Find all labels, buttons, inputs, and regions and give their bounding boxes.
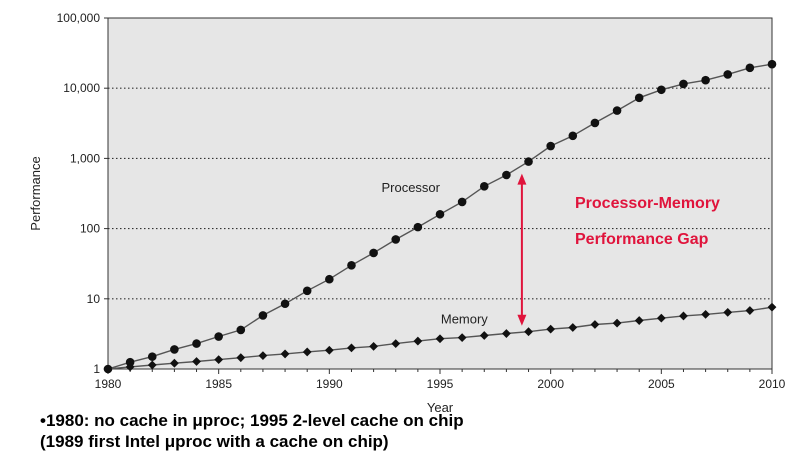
memory-point <box>324 345 334 355</box>
x-tick-label: 1980 <box>95 377 122 391</box>
memory-point <box>214 355 224 365</box>
series-label-memory: Memory <box>441 312 488 327</box>
x-tick-label: 2000 <box>537 377 564 391</box>
memory-point <box>391 339 401 349</box>
memory-point <box>745 306 755 315</box>
memory-point <box>656 313 666 323</box>
memory-point <box>369 341 378 351</box>
x-tick-label: 2005 <box>648 377 675 391</box>
memory-point <box>170 358 179 368</box>
series-group: Processor Memory <box>103 59 777 374</box>
processor-point <box>701 75 710 85</box>
memory-point <box>236 353 246 363</box>
gap-annotation-line-2: Performance Gap <box>575 231 709 248</box>
memory-point <box>723 308 733 317</box>
memory-point <box>413 336 423 346</box>
memory-point <box>302 347 312 357</box>
memory-point <box>479 331 489 340</box>
processor-point <box>435 209 445 219</box>
memory-point <box>568 323 578 332</box>
caption-line-1: •1980: no cache in μproc; 1995 2-level c… <box>40 411 464 430</box>
memory-point <box>590 320 600 329</box>
processor-point <box>413 222 423 232</box>
y-axis-label: Performance <box>28 156 43 230</box>
x-tick-label: 1995 <box>427 377 454 391</box>
memory-point <box>502 329 511 338</box>
processor-point <box>302 286 312 296</box>
processor-point <box>767 59 777 69</box>
processor-point <box>214 332 223 341</box>
annotations: Processor-Memory Performance Gap <box>517 173 720 326</box>
gap-arrow-head-up <box>517 173 527 185</box>
memory-point <box>125 362 135 372</box>
processor-point <box>745 63 755 73</box>
memory-point <box>457 333 467 343</box>
processor-point <box>679 79 688 89</box>
memory-point <box>634 316 644 325</box>
processor-point <box>258 311 268 320</box>
y-tick-label: 1 <box>93 362 100 376</box>
tick-labels: 1980 1985 1990 1995 2000 2005 2010 1 10 100 1,000 1… <box>28 11 786 415</box>
processor-point <box>479 182 489 191</box>
processor-point <box>568 131 578 141</box>
processor-point <box>170 345 179 354</box>
processor-point <box>590 118 600 128</box>
memory-point <box>701 309 710 319</box>
memory-point <box>679 311 688 321</box>
processor-point <box>325 274 334 284</box>
processor-point <box>369 248 378 258</box>
memory-point <box>103 364 113 374</box>
memory-point <box>435 334 445 344</box>
y-tick-label: 10 <box>87 292 101 306</box>
caption-line-2: (1989 first Intel μproc with a cache on … <box>40 432 389 451</box>
processor-point <box>723 70 733 79</box>
memory-point <box>767 302 777 312</box>
processor-point <box>634 93 644 103</box>
gap-arrow-head-down <box>517 314 527 326</box>
memory-point <box>546 324 556 334</box>
processor-point <box>391 235 401 244</box>
processor-point <box>546 141 555 151</box>
x-axis-label: Year <box>427 400 454 415</box>
x-tick-label: 2010 <box>759 377 786 391</box>
processor-point <box>524 157 533 166</box>
memory-point <box>192 357 201 366</box>
memory-point <box>612 318 622 328</box>
memory-point <box>147 360 157 370</box>
processor-point <box>280 299 290 309</box>
processor-point <box>236 325 246 335</box>
processor-point <box>192 339 201 348</box>
memory-point <box>347 343 356 353</box>
x-tick-label: 1985 <box>205 377 232 391</box>
y-tick-label: 1,000 <box>70 151 100 165</box>
plot-area <box>108 18 772 369</box>
series-label-processor: Processor <box>381 180 440 195</box>
processor-point <box>612 106 622 115</box>
processor-point <box>457 197 467 207</box>
x-tick-label: 1990 <box>316 377 343 391</box>
y-tick-label: 10,000 <box>63 81 100 95</box>
memory-point <box>524 327 533 337</box>
processor-point <box>125 357 135 367</box>
y-tick-label: 100 <box>80 222 100 236</box>
memory-point <box>280 349 290 359</box>
processor-point <box>147 352 157 361</box>
memory-point <box>258 351 268 361</box>
processor-point <box>657 85 666 95</box>
y-tick-label: 100,000 <box>57 11 101 25</box>
gap-annotation-line-1: Processor-Memory <box>575 195 720 212</box>
processor-point <box>502 170 511 180</box>
processor-point <box>347 261 356 270</box>
